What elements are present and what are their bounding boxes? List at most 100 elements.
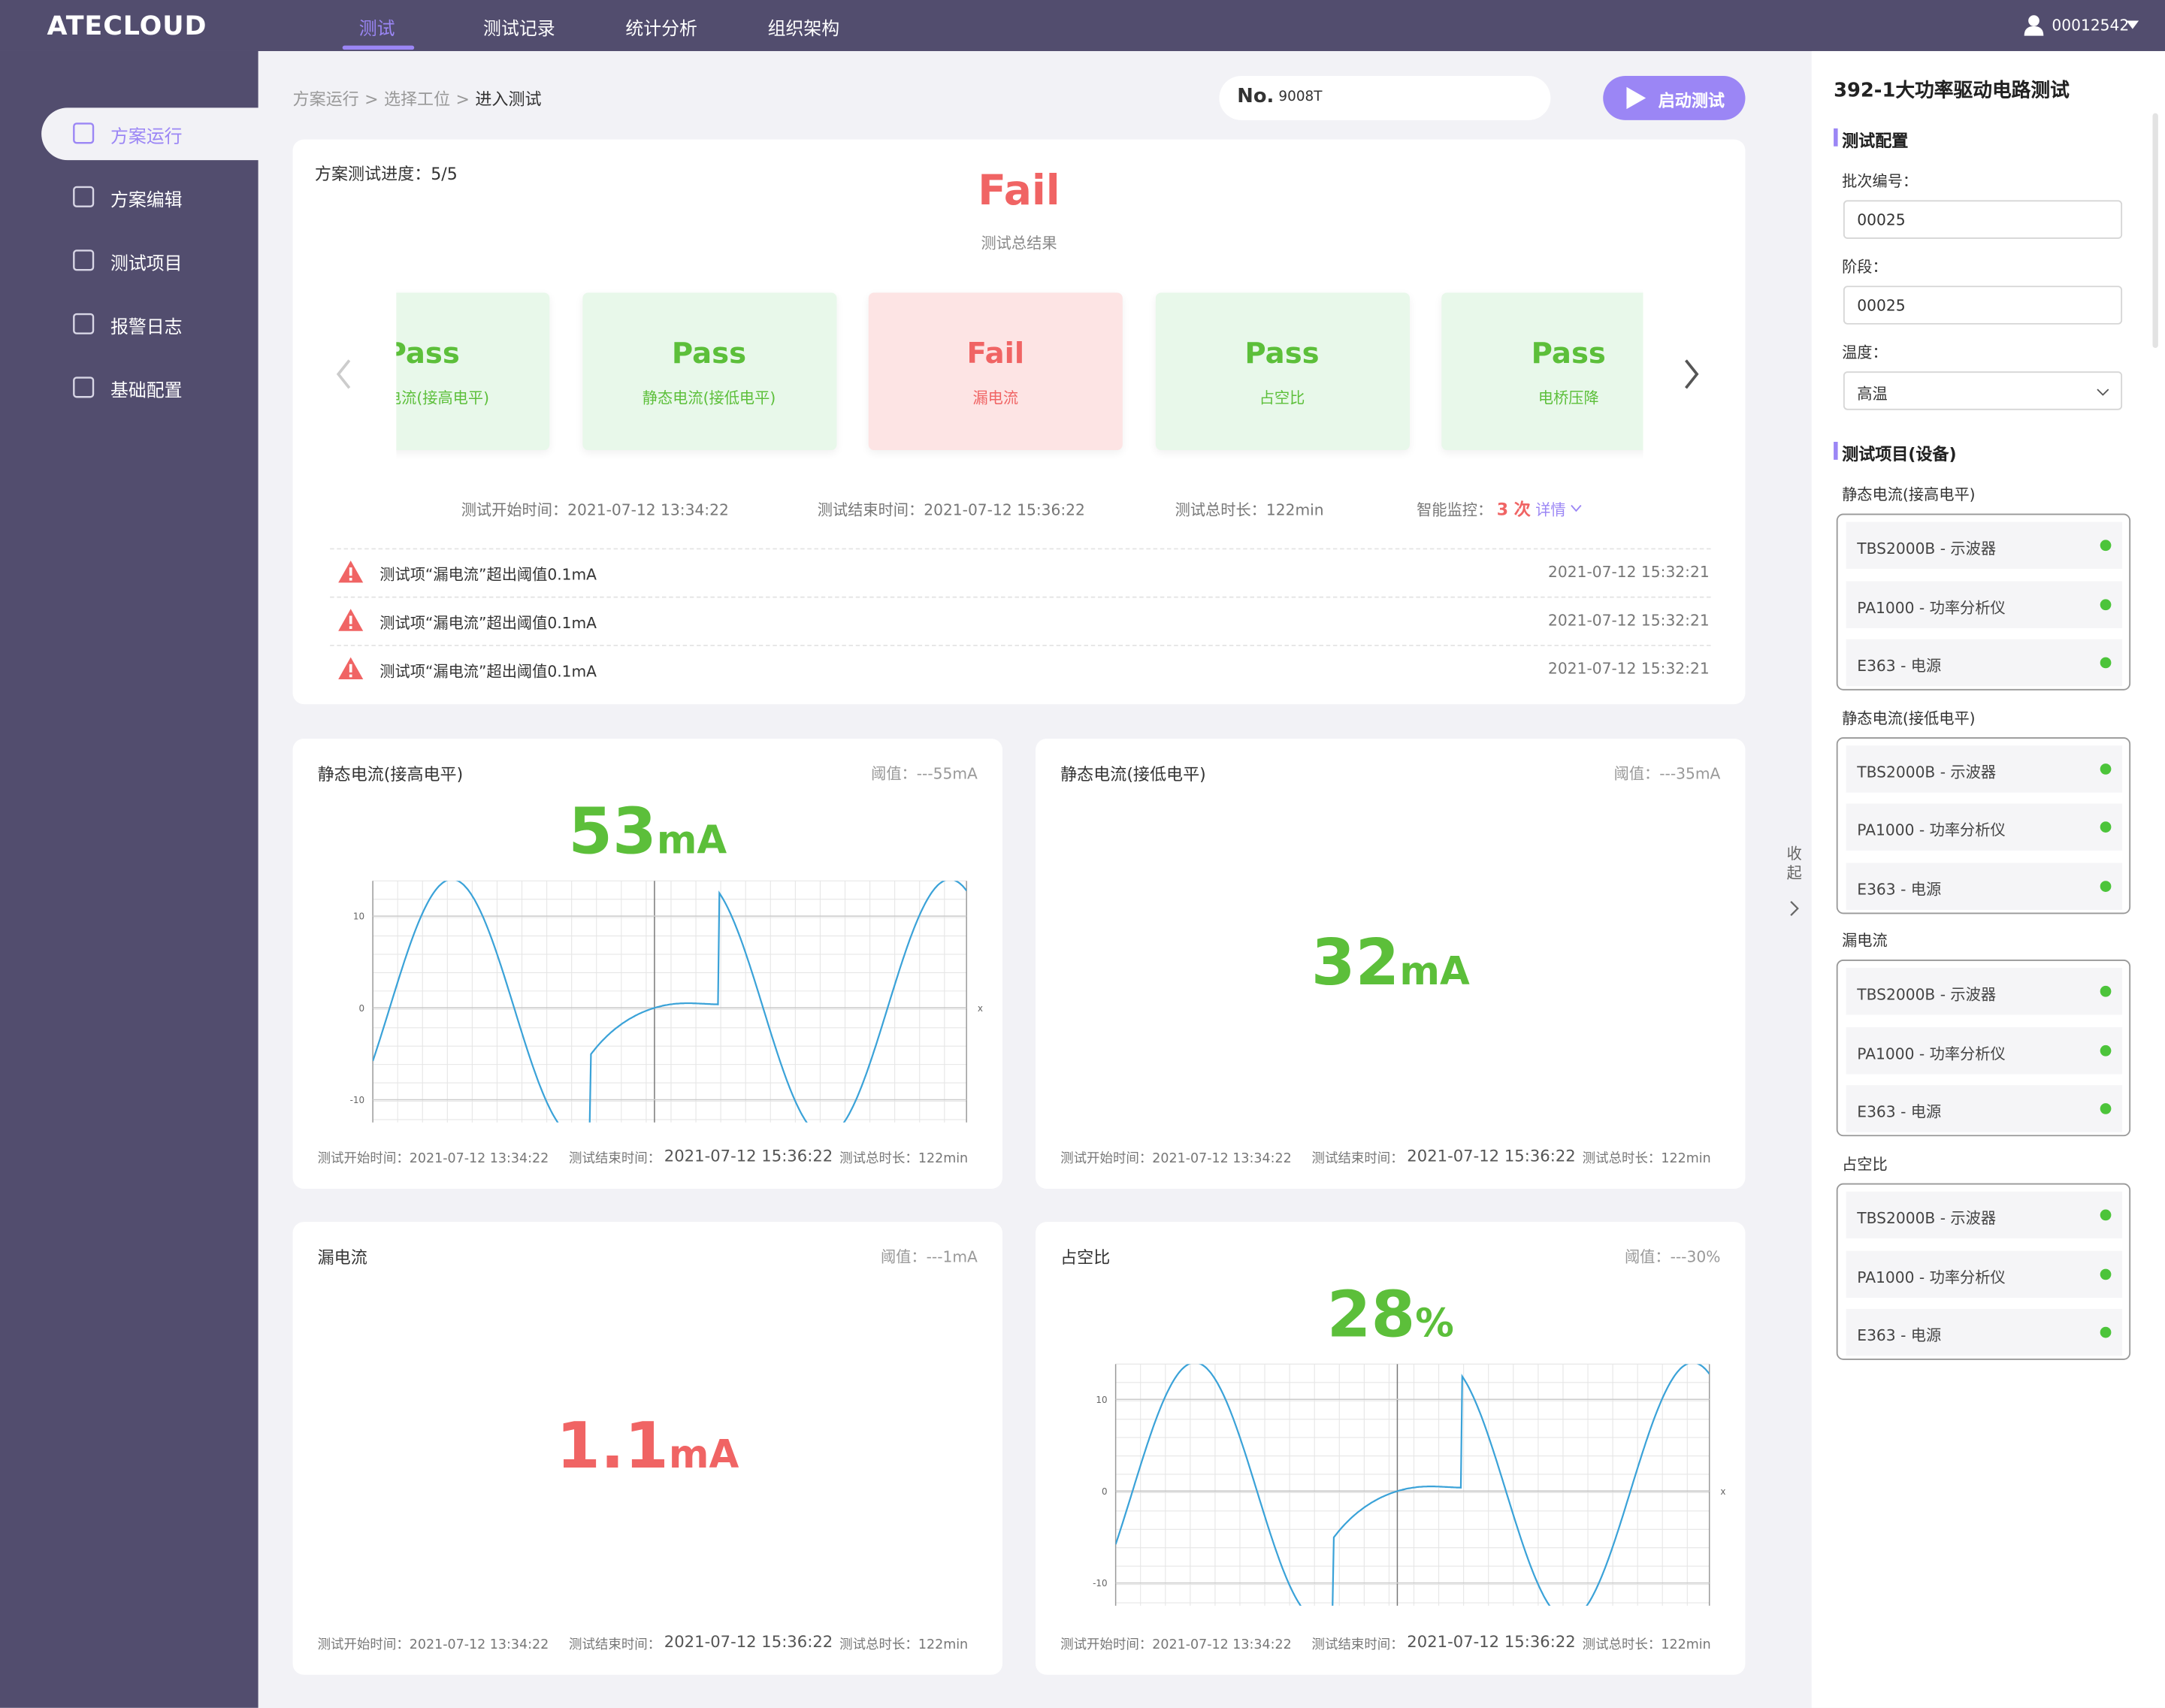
- alarm-divider: [330, 645, 1711, 646]
- device-row: PA1000 - 功率分析仪: [1846, 580, 2123, 628]
- waveform: [1115, 1364, 1710, 1606]
- sidebar: 方案运行方案编辑测试项目报警日志基础配置: [0, 50, 277, 1708]
- device-row: E363 - 电源: [1846, 639, 2123, 687]
- device-group: TBS2000B - 示波器 PA1000 - 功率分析仪 E363 - 电源: [1836, 736, 2131, 914]
- device-row: PA1000 - 功率分析仪: [1846, 1250, 2123, 1298]
- status-dot: [2100, 1209, 2112, 1221]
- panel-title: 漏电流: [317, 1248, 367, 1268]
- warning-dot: [349, 674, 352, 678]
- status-dot: [2100, 1326, 2112, 1338]
- result-card: Pass 静态电流(接高电平): [396, 292, 550, 450]
- breadcrumb-item[interactable]: 选择工位: [383, 89, 451, 110]
- device-group: TBS2000B - 示波器 PA1000 - 功率分析仪 E363 - 电源: [1836, 513, 2131, 691]
- y-tick-label: 10: [1096, 1395, 1107, 1405]
- result-card: Fail 漏电流: [868, 292, 1123, 450]
- alarm-time: 2021-07-12 15:32:21: [1548, 563, 1710, 582]
- panel-duration: 测试总时长：122min: [839, 1637, 969, 1653]
- select-input[interactable]: 高温: [1843, 371, 2123, 410]
- overall-result-label: 测试总结果: [981, 234, 1057, 253]
- panel-value: 53mA: [293, 794, 1002, 869]
- start-button[interactable]: 启动测试: [1603, 76, 1746, 120]
- warning-icon: [338, 609, 364, 631]
- sidebar-item[interactable]: 方案运行: [110, 127, 183, 148]
- status-dot: [2100, 1268, 2112, 1280]
- device-row: PA1000 - 功率分析仪: [1846, 1026, 2123, 1075]
- value-number: 28: [1326, 1277, 1416, 1352]
- y-tick-label: 0: [1102, 1486, 1108, 1497]
- panel-duration: 测试总时长：122min: [839, 1151, 969, 1167]
- select-caret: [2097, 388, 2109, 396]
- text-input[interactable]: 00025: [1843, 200, 2123, 239]
- breadcrumb-item[interactable]: 进入测试: [475, 89, 542, 110]
- group-name: 占空比: [1842, 1156, 1888, 1174]
- metric-panel: 静态电流(接高电平) 阈值：---55mA 53mA 10 0 -10 x 测试开始时间：20…: [292, 739, 1002, 1190]
- user-name[interactable]: 00012542: [2052, 17, 2130, 35]
- nav-tab[interactable]: 测试: [358, 19, 395, 41]
- carousel-prev[interactable]: [334, 358, 354, 391]
- sidebar-item[interactable]: 方案编辑: [110, 190, 183, 212]
- result-card: Pass 静态电流(接低电平): [582, 292, 836, 450]
- warning-mark: [349, 567, 352, 576]
- monitor-detail[interactable]: 详情: [1535, 500, 1566, 519]
- no-value: 9008T: [1278, 89, 1323, 105]
- alarm-text: 测试项“漏电流”超出阈值0.1mA: [379, 662, 597, 681]
- panel-threshold: 阈值：---1mA: [880, 1248, 978, 1266]
- device-row: E363 - 电源: [1846, 862, 2123, 910]
- icon-shape: [73, 249, 95, 271]
- devices-title: 测试项目(设备): [1842, 444, 1957, 464]
- end-time: 测试结束时间：2021-07-12 15:36:22: [817, 500, 1085, 519]
- field-value: 高温: [1857, 385, 1888, 404]
- breadcrumb-separator: >: [455, 89, 470, 110]
- breadcrumb-item[interactable]: 方案运行: [292, 89, 359, 110]
- result-card-status: Pass: [1244, 337, 1320, 370]
- collapse-handle[interactable]: 收起: [1779, 842, 1812, 925]
- breadcrumb-separator: >: [364, 89, 379, 110]
- nav-tab[interactable]: 测试记录: [483, 19, 555, 41]
- status-dot: [2100, 880, 2112, 892]
- detail-caret: [1571, 504, 1582, 512]
- result-card: Pass 电桥压降: [1441, 292, 1643, 450]
- no-input[interactable]: No. 9008T: [1219, 76, 1551, 120]
- device-row: TBS2000B - 示波器: [1846, 521, 2123, 570]
- device-name: TBS2000B - 示波器: [1857, 540, 1997, 558]
- value-unit: %: [1415, 1300, 1454, 1347]
- status-dot: [2100, 598, 2112, 610]
- panel-end-label: 测试结束时间：: [569, 1151, 661, 1167]
- sidebar-item[interactable]: 基础配置: [110, 381, 183, 402]
- y-tick-label: -10: [350, 1095, 365, 1105]
- warning-icon: [338, 657, 364, 680]
- status-dot: [2100, 986, 2112, 998]
- group-name: 静态电流(接低电平): [1842, 709, 1976, 727]
- caret: [2126, 20, 2139, 29]
- sidebar-item[interactable]: 报警日志: [110, 317, 183, 339]
- result-card: Pass 占空比: [1154, 292, 1410, 450]
- alarm-divider: [330, 596, 1711, 598]
- nav-tab[interactable]: 统计分析: [625, 19, 697, 41]
- panel-start: 测试开始时间：2021-07-12 13:34:22: [317, 1151, 549, 1167]
- alarm-time: 2021-07-12 15:32:21: [1548, 660, 1710, 679]
- device-name: TBS2000B - 示波器: [1857, 986, 1997, 1005]
- device-name: TBS2000B - 示波器: [1857, 763, 1997, 781]
- y-tick-label: -10: [1093, 1578, 1107, 1589]
- value-unit: mA: [1399, 948, 1470, 994]
- start-button-text: 启动测试: [1658, 91, 1725, 110]
- waveform: [373, 881, 967, 1123]
- value-unit: mA: [656, 817, 727, 863]
- sidebar-item[interactable]: 测试项目: [110, 254, 183, 275]
- panel-end-label: 测试结束时间：: [569, 1637, 661, 1653]
- result-cards-viewport: Pass 静态电流(接高电平) Pass 静态电流(接低电平) Fail 漏电流 Pass 占…: [396, 285, 1643, 464]
- panel-end-label: 测试结束时间：: [1311, 1151, 1404, 1167]
- field-label: 批次编号：: [1842, 172, 1919, 191]
- field-value: 00025: [1857, 297, 1906, 315]
- alarm-time: 2021-07-12 15:32:21: [1548, 611, 1710, 630]
- panel-value: 1.1mA: [293, 1408, 1002, 1483]
- chevron: [1790, 901, 1799, 916]
- carousel-next[interactable]: [1682, 358, 1701, 391]
- waveform-chart: 10 0 -10 x: [350, 880, 983, 1123]
- summary-card: 方案测试进度：5/5 Fail 测试总结果 Pass 静态电流(接高电平) Pass 静态电…: [292, 139, 1746, 705]
- monitor-label: 智能监控：: [1417, 500, 1493, 519]
- nav-tab[interactable]: 组织架构: [767, 19, 840, 41]
- text-input[interactable]: 00025: [1843, 286, 2123, 325]
- status-dot: [2100, 763, 2112, 775]
- breadcrumb: 方案运行 > 选择工位 > 进入测试: [293, 87, 542, 110]
